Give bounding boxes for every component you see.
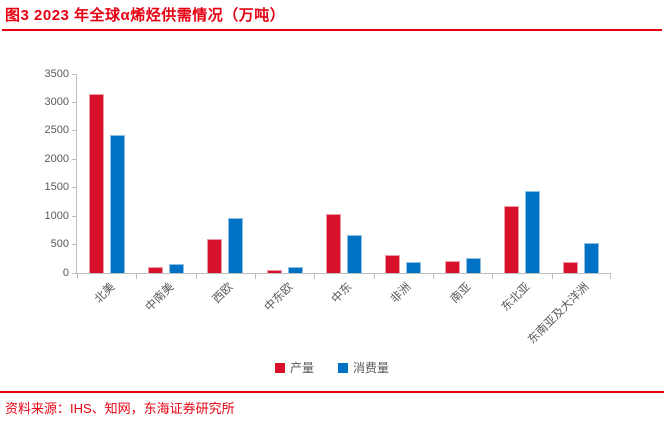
bar-产量-非洲 bbox=[385, 255, 401, 273]
y-axis-tick bbox=[72, 158, 77, 160]
y-axis-tick-label: 0 bbox=[62, 266, 69, 279]
bar-消费量-中东欧 bbox=[287, 267, 303, 273]
y-axis-tick-label: 2000 bbox=[44, 152, 69, 165]
x-axis-tick bbox=[551, 274, 553, 279]
bar-产量-西欧 bbox=[207, 239, 223, 273]
bar-产量-东南亚及大洋洲 bbox=[563, 262, 579, 273]
x-axis-tick bbox=[610, 274, 611, 279]
figure-title: 图3 2023 年全球α烯烃供需情况（万吨） bbox=[5, 7, 286, 24]
y-axis-tick-label: 500 bbox=[50, 238, 69, 251]
legend-item: 产量 bbox=[274, 359, 314, 376]
legend-swatch-产量 bbox=[274, 362, 285, 373]
bar-消费量-东北亚 bbox=[525, 191, 540, 273]
y-axis-tick-label: 3500 bbox=[44, 67, 69, 80]
bar-产量-南亚 bbox=[444, 261, 460, 273]
bar-消费量-非洲 bbox=[406, 262, 422, 273]
bar-消费量-中东 bbox=[347, 235, 362, 273]
x-axis-tick bbox=[492, 274, 494, 279]
bar-消费量-北美 bbox=[109, 135, 125, 273]
y-axis-tick bbox=[72, 187, 77, 189]
bar-产量-北美 bbox=[88, 94, 104, 273]
bar-产量-中东 bbox=[326, 214, 341, 273]
x-axis-tick bbox=[195, 274, 197, 279]
chart-legend: 产量 消费量 bbox=[0, 359, 664, 376]
y-axis-tick bbox=[72, 130, 77, 132]
bar-产量-东北亚 bbox=[504, 206, 519, 273]
x-axis-tick bbox=[433, 274, 434, 279]
y-axis-tick-label: 1500 bbox=[44, 181, 69, 194]
x-axis-tick bbox=[373, 274, 375, 279]
y-axis-tick-label: 1000 bbox=[44, 209, 69, 222]
x-axis-tick bbox=[77, 274, 78, 279]
bar-消费量-东南亚及大洋洲 bbox=[584, 243, 600, 273]
y-axis-tick-label: 3000 bbox=[44, 95, 69, 108]
y-axis-tick bbox=[72, 272, 77, 274]
y-axis-tick-label: 2500 bbox=[44, 124, 69, 137]
legend-label: 消费量 bbox=[353, 361, 390, 375]
footer-divider bbox=[0, 391, 664, 393]
x-axis-tick bbox=[136, 274, 138, 279]
bar-消费量-中南美 bbox=[169, 264, 184, 273]
source-note: 资料来源：IHS、知网，东海证券研究所 bbox=[5, 401, 235, 416]
legend-item: 消费量 bbox=[338, 359, 389, 376]
bar-chart-plot-area: 0 500 1000 1500 2000 2500 3000 3500 北美 中南美 西欧 中东欧 中东… bbox=[45, 68, 611, 346]
y-axis-tick bbox=[72, 73, 77, 75]
y-axis-tick bbox=[72, 215, 77, 217]
y-axis-tick bbox=[72, 101, 77, 103]
legend-swatch-消费量 bbox=[338, 362, 348, 373]
x-axis-tick bbox=[255, 274, 256, 279]
legend-label: 产量 bbox=[289, 361, 314, 375]
title-divider bbox=[2, 29, 662, 31]
bar-产量-中南美 bbox=[148, 267, 163, 273]
bar-消费量-南亚 bbox=[465, 258, 481, 273]
y-axis-tick bbox=[72, 244, 77, 246]
bar-产量-中东欧 bbox=[266, 270, 282, 273]
bar-消费量-西欧 bbox=[228, 218, 244, 273]
x-axis-tick bbox=[314, 274, 316, 279]
